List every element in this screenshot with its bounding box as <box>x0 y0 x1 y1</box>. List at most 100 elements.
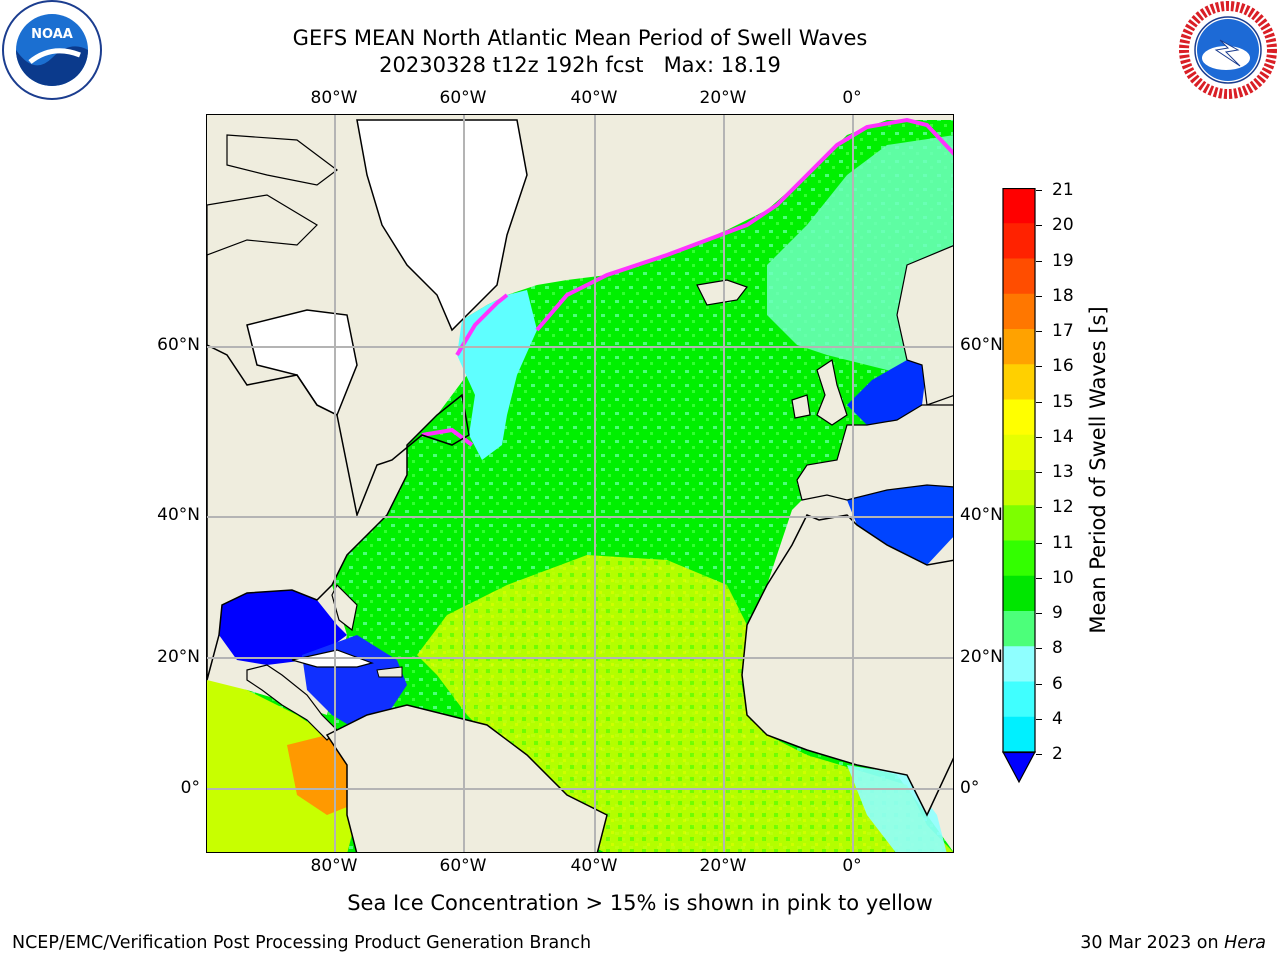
colorbar-tick-label: 13 <box>1052 462 1074 482</box>
lon-tick-bottom-80w: 80°W <box>310 856 358 876</box>
colorbar-tick-mark <box>1036 401 1042 403</box>
colorbar <box>1002 187 1036 784</box>
colorbar-tick-label: 6 <box>1052 673 1063 694</box>
lon-tick-bottom-40w: 40°W <box>570 856 618 876</box>
lat-tick-right-60n: 60°N <box>960 335 1003 355</box>
lon-tick-top-20w: 20°W <box>699 88 747 108</box>
colorbar-tick-label: 21 <box>1052 180 1074 200</box>
colorbar-segment <box>1003 188 1035 224</box>
nws-logo-icon <box>1176 0 1280 100</box>
great-britain <box>816 359 848 426</box>
colorbar-tick-label: 9 <box>1052 603 1063 623</box>
lon-tick-top-60w: 60°W <box>439 88 487 108</box>
colorbar-segment <box>1003 681 1035 718</box>
ice-edge-labrador <box>455 293 509 357</box>
long-period-region <box>417 555 953 852</box>
colorbar-tick-mark <box>1036 331 1042 333</box>
colorbar-outline <box>1002 187 1036 754</box>
mediterranean-blue <box>847 485 953 565</box>
north-sea-blue <box>847 360 927 425</box>
north-america-coast <box>207 255 470 681</box>
colorbar-segment <box>1003 329 1035 365</box>
colorbar-tick-label: 2 <box>1052 744 1063 764</box>
colorbar-tick-label: 11 <box>1052 532 1074 553</box>
arctic-islands <box>207 194 318 256</box>
colorbar-segment <box>1003 505 1035 541</box>
colorbar-tick-label: 14 <box>1052 426 1074 447</box>
colorbar-segment <box>1003 470 1035 506</box>
lat-tick-right-20n: 20°N <box>960 647 1003 667</box>
colorbar-tick-mark <box>1036 190 1042 192</box>
colorbar-tick-mark <box>1036 648 1042 650</box>
lon-tick-bottom-60w: 60°W <box>439 856 487 876</box>
colorbar-tick-label: 12 <box>1052 497 1074 518</box>
swell-period-map <box>207 115 953 852</box>
colorbar-tick-mark <box>1036 718 1042 720</box>
colorbar-segment <box>1003 293 1035 330</box>
colorbar-tick-mark <box>1036 507 1042 509</box>
colorbar-segment <box>1003 434 1035 471</box>
lon-tick-top-0: 0° <box>842 88 862 108</box>
colorbar-segment <box>1003 399 1035 436</box>
lat-tick-left-0: 0° <box>180 778 200 798</box>
colorbar-segment <box>1003 575 1035 612</box>
colorbar-tick-mark <box>1036 577 1042 579</box>
sea-ice-note: Sea Ice Concentration > 15% is shown in … <box>347 891 933 915</box>
colorbar-segment <box>1003 364 1035 400</box>
colorbar-tick-mark <box>1036 366 1042 368</box>
colorbar-graphic <box>1002 187 1036 784</box>
map-panel <box>206 114 954 853</box>
colorbar-extend-triangle <box>1002 751 1036 784</box>
colorbar-tick-label: 10 <box>1052 567 1074 588</box>
greenland <box>356 119 528 332</box>
gulf-of-guinea-cyan <box>847 765 947 852</box>
gulf-blue <box>219 590 347 665</box>
lat-tick-right-0: 0° <box>960 778 980 798</box>
colorbar-tick-mark <box>1036 436 1042 438</box>
colorbar-tick-mark <box>1036 754 1042 756</box>
colorbar-tick-label: 18 <box>1052 285 1074 306</box>
colorbar-tick-label: 8 <box>1052 638 1063 659</box>
lon-tick-top-40w: 40°W <box>570 88 618 108</box>
ireland <box>791 394 811 419</box>
colorbar-segment <box>1003 223 1035 259</box>
lat-tick-left-20n: 20°N <box>157 647 200 667</box>
scandinavia <box>896 245 953 406</box>
south-america <box>325 704 608 852</box>
chart-subtitle: 20230328 t12z 192h fcst Max: 18.19 <box>379 53 781 77</box>
lon-tick-top-80w: 80°W <box>310 88 358 108</box>
lat-tick-left-40n: 40°N <box>157 505 200 525</box>
credit-left: NCEP/EMC/Verification Post Processing Pr… <box>12 933 592 953</box>
colorbar-tick-label: 16 <box>1052 356 1074 377</box>
colorbar-tick-mark <box>1036 260 1042 262</box>
colorbar-segment <box>1003 646 1035 682</box>
noaa-logo-icon: NOAA <box>0 0 104 104</box>
florida <box>331 583 358 632</box>
lon-tick-bottom-0: 0° <box>842 856 862 876</box>
colorbar-tick-mark <box>1036 683 1042 685</box>
credit-host: Hera <box>1224 933 1266 953</box>
colorbar-tick-mark <box>1036 542 1042 544</box>
labrador-cyan <box>457 290 537 460</box>
colorbar-tick-mark <box>1036 613 1042 615</box>
colorbar-segment <box>1003 716 1035 753</box>
africa <box>741 514 953 817</box>
colorbar-tick-label: 20 <box>1052 215 1074 236</box>
noaa-logo-text: NOAA <box>31 27 73 42</box>
colorbar-tick-label: 17 <box>1052 321 1074 341</box>
lon-tick-bottom-20w: 20°W <box>699 856 747 876</box>
colorbar-tick-label: 15 <box>1052 391 1074 412</box>
credit-date: 30 Mar 2023 on <box>1080 933 1225 953</box>
ice-edge-gulf-st-lawrence <box>421 427 474 447</box>
europe <box>796 404 953 501</box>
lat-tick-left-60n: 60°N <box>157 335 200 355</box>
colorbar-tick-mark <box>1036 295 1042 297</box>
colorbar-tick-label: 19 <box>1052 250 1074 271</box>
lat-tick-right-40n: 40°N <box>960 505 1003 525</box>
chart-title: GEFS MEAN North Atlantic Mean Period of … <box>292 26 868 50</box>
colorbar-label: Mean Period of Swell Waves [s] <box>1086 306 1110 634</box>
credit-right: 30 Mar 2023 on Hera <box>1080 933 1266 953</box>
arctic-islands-2 <box>226 134 338 186</box>
colorbar-tick-label: 4 <box>1052 708 1063 729</box>
colorbar-tick-mark <box>1036 225 1042 227</box>
